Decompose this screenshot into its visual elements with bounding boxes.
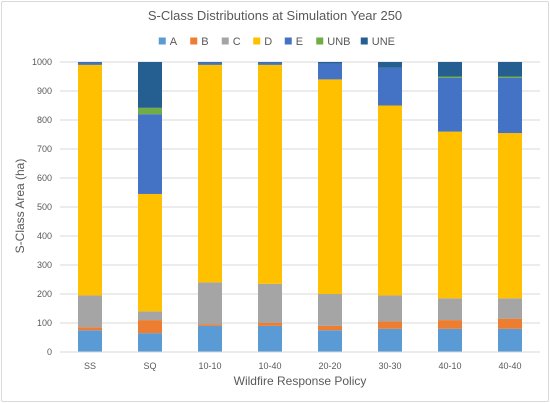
bar-segment-c [438, 298, 462, 321]
x-tick-label: 40-10 [438, 361, 461, 371]
bar-segment-une [78, 62, 102, 63]
bar-segment-b [318, 325, 342, 331]
y-tick-label: 0 [47, 347, 52, 357]
y-tick-label: 400 [37, 231, 52, 241]
bar-segment-une [258, 62, 282, 63]
bar-segment-a [318, 330, 342, 352]
y-tick-label: 200 [37, 289, 52, 299]
bar-segment-a [378, 328, 402, 352]
bar-segment-b [378, 321, 402, 329]
bar-segment-b [438, 320, 462, 329]
legend-swatch-a [158, 37, 166, 45]
bar-segment-b [198, 324, 222, 326]
legend-swatch-une [360, 37, 368, 45]
bar-segment-a [498, 328, 522, 352]
bar-segment-b [138, 320, 162, 334]
bar-segment-a [438, 328, 462, 352]
x-axis-ticks: SS SQ 10-10 10-40 20-20 30-30 40-10 40-40 [84, 361, 522, 371]
bar-segment-unb [438, 76, 462, 78]
bar-segment-une [138, 62, 162, 108]
legend-label-unb: UNB [327, 36, 350, 48]
bar-segment-c [318, 294, 342, 326]
x-axis-title: Wildfire Response Policy [234, 374, 367, 388]
bar-segment-a [198, 325, 222, 352]
legend-swatch-d [253, 37, 261, 45]
bar-segment-c [498, 298, 522, 319]
bar-segment-a [138, 333, 162, 352]
bar-segment-c [198, 282, 222, 325]
bar-segment-d [258, 64, 282, 284]
bar-segment-e [438, 77, 462, 132]
legend-label-d: D [264, 36, 272, 48]
bar-segment-c [78, 295, 102, 328]
bar-segment-e [498, 77, 522, 134]
bar-segment-unb [138, 107, 162, 115]
y-tick-label: 700 [37, 144, 52, 154]
gridlines [60, 61, 540, 324]
bar-segment-une [198, 62, 222, 63]
bar-segment-une [318, 62, 342, 64]
bar-segment-a [78, 330, 102, 352]
legend: A B C D E UNB UNE [158, 36, 395, 48]
bar-segment-a [258, 325, 282, 352]
legend-swatch-unb [316, 37, 324, 45]
legend-label-e: E [296, 36, 303, 48]
legend-swatch-c [221, 37, 229, 45]
bar-segment-une [498, 62, 522, 77]
bar-segment-d [438, 131, 462, 299]
y-tick-label: 300 [37, 260, 52, 270]
bar-segment-une [378, 62, 402, 68]
bar-segment-b [498, 318, 522, 329]
y-axis-title: S-Class Area (ha) [13, 159, 27, 254]
bar-segment-d [78, 64, 102, 296]
bar-segment-c [138, 311, 162, 321]
bar-segment-e [378, 67, 402, 106]
x-tick-label: SQ [143, 361, 156, 371]
x-tick-label: 30-30 [378, 361, 401, 371]
y-axis-ticks: 0 100 200 300 400 500 600 700 800 900 1000 [32, 57, 52, 357]
legend-label-une: UNE [372, 36, 395, 48]
bar-segment-b [258, 323, 282, 326]
bar-segment-e [198, 62, 222, 65]
bar-segment-d [498, 133, 522, 299]
y-tick-label: 900 [37, 86, 52, 96]
legend-label-c: C [233, 36, 241, 48]
legend-swatch-b [190, 37, 198, 45]
bar-segment-unb [498, 76, 522, 78]
y-tick-label: 600 [37, 173, 52, 183]
bars [78, 62, 522, 352]
bar-segment-d [138, 193, 162, 312]
bar-segment-e [78, 62, 102, 65]
y-tick-label: 100 [37, 318, 52, 328]
bar-segment-e [258, 62, 282, 65]
bar-segment-b [78, 327, 102, 331]
bar-segment-d [198, 64, 222, 283]
x-tick-label: 10-10 [198, 361, 221, 371]
bar-segment-c [258, 283, 282, 323]
y-tick-label: 500 [37, 202, 52, 212]
legend-label-b: B [201, 36, 208, 48]
x-tick-label: SS [84, 361, 96, 371]
x-tick-label: 40-40 [498, 361, 521, 371]
legend-label-a: A [170, 36, 178, 48]
x-tick-label: 10-40 [258, 361, 281, 371]
bar-segment-e [138, 114, 162, 194]
x-tick-label: 20-20 [318, 361, 341, 371]
y-tick-label: 800 [37, 115, 52, 125]
chart-title: S-Class Distributions at Simulation Year… [148, 8, 402, 23]
legend-swatch-e [284, 37, 292, 45]
bar-segment-e [318, 63, 342, 80]
bar-segment-d [318, 79, 342, 295]
bar-segment-d [378, 105, 402, 296]
bar-segment-une [438, 62, 462, 77]
y-tick-label: 1000 [32, 57, 52, 67]
bar-segment-c [378, 295, 402, 322]
